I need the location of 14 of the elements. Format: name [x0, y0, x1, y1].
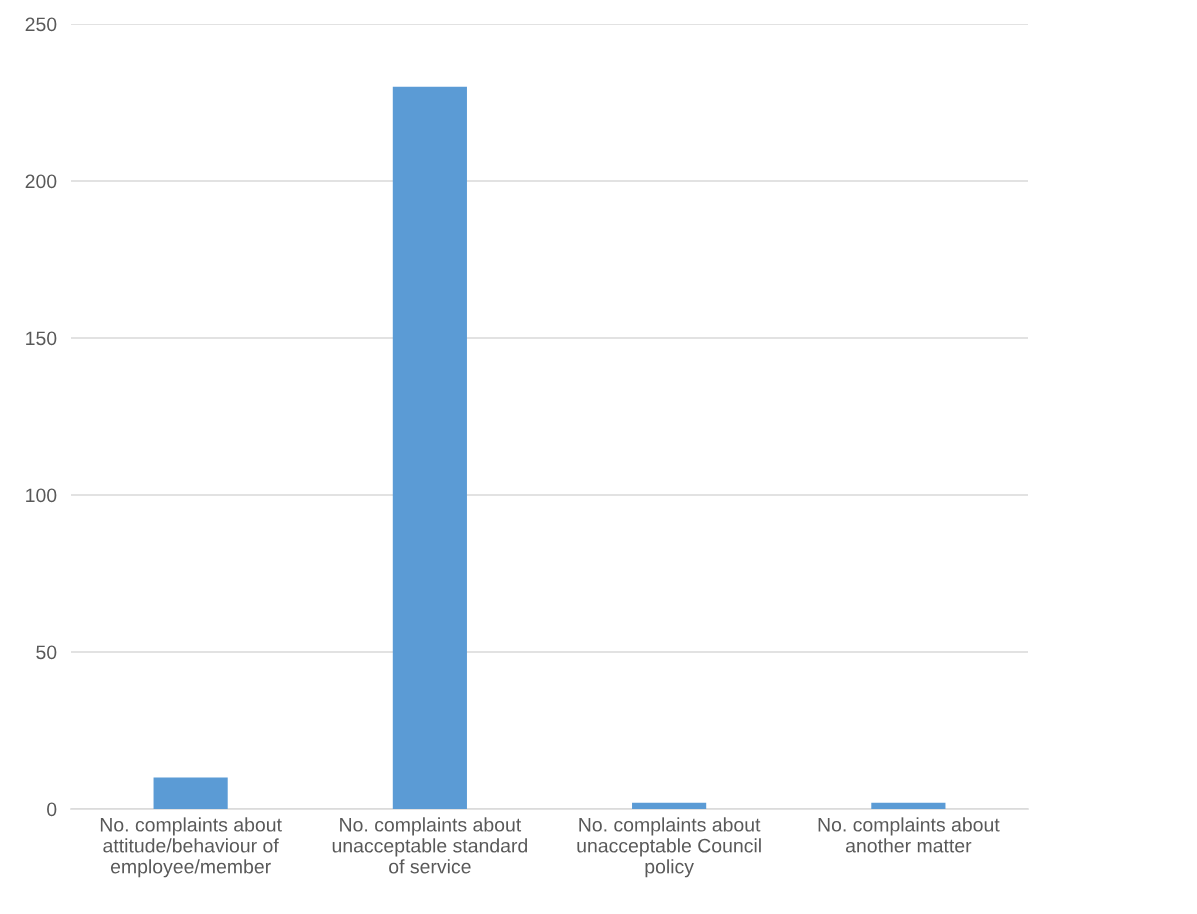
bar: [153, 777, 228, 809]
x-tick-label: No. complaints about another matter: [818, 817, 1000, 853]
bar: [392, 86, 467, 809]
y-tick-label: 150: [26, 331, 57, 346]
y-tick-label: 200: [25, 174, 57, 189]
bar: [632, 802, 707, 809]
y-tick-label: 0: [47, 802, 57, 817]
y-tick-label: 100: [26, 488, 57, 503]
x-tick-label: No. complaints about unacceptable Council policy: [577, 817, 761, 878]
x-tick-label: No. complaints about attitude/behaviour of employee/member: [100, 817, 282, 878]
y-tick-label: 250: [25, 17, 57, 32]
x-tick-label: No. complaints about unacceptable standard of service: [332, 817, 528, 874]
bar: [871, 802, 946, 809]
y-tick-label: 50: [36, 645, 57, 660]
